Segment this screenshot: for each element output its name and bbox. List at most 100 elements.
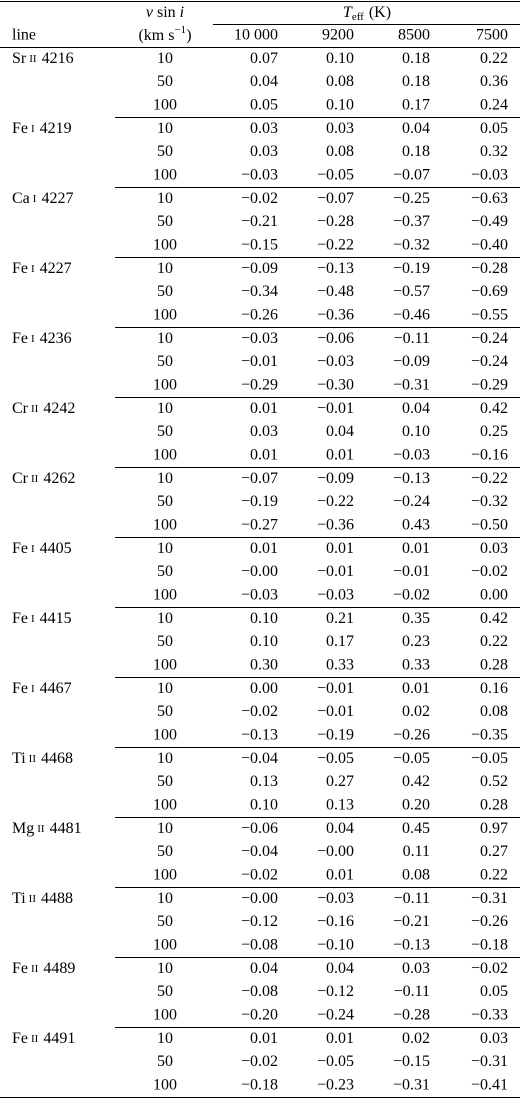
- value-cell: 0.05: [250, 97, 278, 114]
- wavelength: 4467: [40, 680, 72, 697]
- value-cell: −0.13: [393, 937, 430, 954]
- ion: II: [31, 473, 39, 485]
- value-cell: −0.24: [471, 353, 508, 370]
- wavelength: 4468: [41, 750, 73, 767]
- value-cell: −0.01: [317, 703, 354, 720]
- value-cell: −0.29: [241, 377, 278, 394]
- wavelength: 4219: [40, 120, 72, 137]
- vsini-cell: 100: [153, 657, 177, 674]
- vsini-cell: 10: [157, 400, 173, 417]
- vsini-cell: 50: [157, 493, 173, 510]
- value-cell: −0.36: [317, 307, 354, 324]
- element: Mg: [12, 820, 34, 837]
- value-cell: −0.13: [241, 727, 278, 744]
- vsini-cell: 10: [157, 190, 173, 207]
- vsini-cell: 10: [157, 680, 173, 697]
- line-name: Fe II 4489: [12, 960, 75, 977]
- value-cell: −0.32: [471, 493, 508, 510]
- value-cell: −0.32: [393, 237, 430, 254]
- wavelength: 4405: [40, 540, 72, 557]
- value-cell: 0.01: [326, 540, 354, 557]
- value-cell: 0.03: [480, 1030, 508, 1047]
- value-cell: −0.03: [241, 587, 278, 604]
- value-cell: 0.04: [250, 73, 278, 90]
- ion: I: [31, 543, 35, 555]
- line-name: Fe I 4236: [12, 330, 72, 347]
- wavelength: 4491: [43, 1030, 75, 1047]
- value-cell: 0.25: [480, 423, 508, 440]
- value-cell: −0.13: [393, 470, 430, 487]
- value-cell: −0.31: [393, 1077, 430, 1094]
- value-cell: 0.03: [480, 540, 508, 557]
- value-cell: 0.05: [480, 983, 508, 1000]
- ion: II: [31, 1033, 39, 1045]
- value-cell: −0.19: [317, 727, 354, 744]
- value-cell: −0.02: [241, 703, 278, 720]
- wavelength: 4481: [50, 820, 82, 837]
- line-name: Ti II 4468: [12, 750, 73, 767]
- temperature-header: 9200: [322, 27, 354, 44]
- value-cell: −0.57: [393, 283, 430, 300]
- value-cell: −0.05: [471, 750, 508, 767]
- value-cell: 0.27: [326, 773, 354, 790]
- vsini-cell: 50: [157, 563, 173, 580]
- value-cell: 0.10: [250, 797, 278, 814]
- element: Ti: [12, 890, 26, 907]
- value-cell: −0.19: [393, 260, 430, 277]
- value-cell: 0.30: [250, 657, 278, 674]
- value-cell: −0.26: [393, 727, 430, 744]
- value-cell: −0.09: [393, 353, 430, 370]
- value-cell: −0.09: [241, 260, 278, 277]
- element: Ti: [12, 750, 26, 767]
- value-cell: −0.06: [317, 330, 354, 347]
- line-name: Cr II 4262: [12, 470, 75, 487]
- element: Fe: [12, 680, 28, 697]
- value-cell: −0.08: [241, 937, 278, 954]
- value-cell: 0.23: [402, 633, 430, 650]
- value-cell: 0.10: [402, 423, 430, 440]
- value-cell: −0.20: [241, 1007, 278, 1024]
- vsini-cell: 10: [157, 820, 173, 837]
- wavelength: 4227: [41, 190, 73, 207]
- value-cell: 0.52: [480, 773, 508, 790]
- element: Fe: [12, 1030, 28, 1047]
- value-cell: 0.03: [250, 423, 278, 440]
- vsini-cell: 100: [153, 237, 177, 254]
- value-cell: −0.07: [317, 190, 354, 207]
- value-cell: −0.12: [241, 913, 278, 930]
- line-name: Ti II 4488: [12, 890, 73, 907]
- element: Fe: [12, 120, 28, 137]
- vsini-cell: 50: [157, 773, 173, 790]
- value-cell: −0.37: [393, 213, 430, 230]
- line-header: line: [12, 27, 36, 44]
- ion: I: [31, 613, 35, 625]
- value-cell: −0.11: [394, 890, 430, 907]
- value-cell: 0.13: [326, 797, 354, 814]
- vsini-cell: 50: [157, 73, 173, 90]
- vsini-cell: 10: [157, 470, 173, 487]
- value-cell: 0.01: [402, 680, 430, 697]
- value-cell: −0.00: [317, 843, 354, 860]
- value-cell: −0.33: [471, 1007, 508, 1024]
- value-cell: 0.01: [326, 1030, 354, 1047]
- value-cell: 0.13: [250, 773, 278, 790]
- value-cell: −0.25: [393, 190, 430, 207]
- temperature-header: 10 000: [234, 27, 278, 44]
- ion: II: [29, 753, 37, 765]
- value-cell: −0.36: [317, 517, 354, 534]
- value-cell: 0.11: [403, 843, 430, 860]
- ion: I: [31, 123, 35, 135]
- value-cell: −0.05: [317, 1053, 354, 1070]
- value-cell: 0.01: [402, 540, 430, 557]
- element: Fe: [12, 260, 28, 277]
- ion: II: [31, 963, 39, 975]
- vsini-cell: 100: [153, 937, 177, 954]
- value-cell: −0.34: [241, 283, 278, 300]
- value-cell: 0.01: [326, 447, 354, 464]
- vsini-cell: 10: [157, 540, 173, 557]
- value-cell: −0.15: [241, 237, 278, 254]
- value-cell: −0.03: [241, 330, 278, 347]
- value-cell: 0.27: [480, 843, 508, 860]
- value-cell: −0.24: [471, 330, 508, 347]
- line-name: Mg II 4481: [12, 820, 82, 837]
